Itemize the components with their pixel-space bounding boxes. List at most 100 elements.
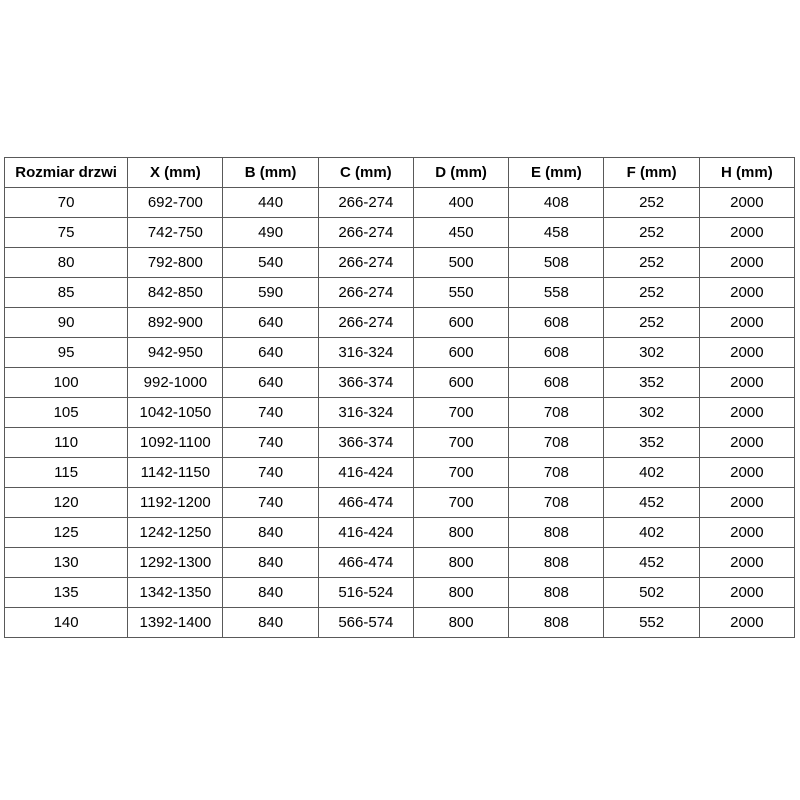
table-cell: 416-424 — [317, 517, 414, 548]
table-row: 100 992-1000 640 366-374 600 608 352 2000 — [3, 367, 796, 398]
table-cell: 466-474 — [317, 487, 414, 518]
table-cell: 740 — [222, 427, 319, 458]
table-cell: 115 — [3, 457, 129, 488]
table-cell: 302 — [603, 337, 700, 368]
table-cell: 105 — [3, 397, 129, 428]
table-cell: 808 — [508, 577, 605, 608]
table-cell: 130 — [3, 547, 129, 578]
table-row: 125 1242-1250 840 416-424 800 808 402 2000 — [3, 517, 796, 548]
table-cell: 1392-1400 — [127, 607, 224, 638]
table-cell: 70 — [3, 187, 129, 218]
table-cell: 252 — [603, 247, 700, 278]
table-cell: 2000 — [698, 457, 796, 488]
table-row: 70 692-700 440 266-274 400 408 252 2000 — [3, 187, 796, 218]
table-cell: 452 — [603, 547, 700, 578]
table-cell: 600 — [412, 367, 510, 398]
table-cell: 352 — [603, 427, 700, 458]
table-cell: 80 — [3, 247, 129, 278]
table-cell: 700 — [412, 427, 510, 458]
table-cell: 1142-1150 — [127, 457, 224, 488]
table-cell: 740 — [222, 457, 319, 488]
table-cell: 2000 — [698, 487, 796, 518]
table-cell: 2000 — [698, 397, 796, 428]
table-cell: 2000 — [698, 217, 796, 248]
table-cell: 1092-1100 — [127, 427, 224, 458]
table-cell: 708 — [508, 487, 605, 518]
table-cell: 840 — [222, 607, 319, 638]
table-cell: 808 — [508, 607, 605, 638]
table-cell: 2000 — [698, 547, 796, 578]
table-body: 70 692-700 440 266-274 400 408 252 2000 75 742-75… — [3, 187, 796, 638]
column-header: X (mm) — [127, 157, 224, 188]
table-cell: 550 — [412, 277, 510, 308]
table-cell: 140 — [3, 607, 129, 638]
table-row: 105 1042-1050 740 316-324 700 708 302 2000 — [3, 397, 796, 428]
table-row: 85 842-850 590 266-274 550 558 252 2000 — [3, 277, 796, 308]
table-cell: 402 — [603, 517, 700, 548]
table-cell: 416-424 — [317, 457, 414, 488]
table-cell: 508 — [508, 247, 605, 278]
table-cell: 266-274 — [317, 187, 414, 218]
table-cell: 608 — [508, 337, 605, 368]
table-cell: 2000 — [698, 247, 796, 278]
table-cell: 540 — [222, 247, 319, 278]
door-size-table: Rozmiar drzwi X (mm) B (mm) C (mm) D (mm) E (… — [3, 157, 796, 638]
table-cell: 700 — [412, 487, 510, 518]
table-cell: 450 — [412, 217, 510, 248]
table-row: 80 792-800 540 266-274 500 508 252 2000 — [3, 247, 796, 278]
table-cell: 708 — [508, 457, 605, 488]
table-cell: 942-950 — [127, 337, 224, 368]
table-cell: 600 — [412, 337, 510, 368]
table-cell: 2000 — [698, 187, 796, 218]
table-cell: 700 — [412, 457, 510, 488]
table-cell: 842-850 — [127, 277, 224, 308]
table-cell: 266-274 — [317, 277, 414, 308]
table-cell: 2000 — [698, 427, 796, 458]
table-cell: 808 — [508, 517, 605, 548]
table-row: 115 1142-1150 740 416-424 700 708 402 2000 — [3, 457, 796, 488]
table-header-row: Rozmiar drzwi X (mm) B (mm) C (mm) D (mm) E (… — [3, 157, 796, 188]
table-cell: 90 — [3, 307, 129, 338]
table-cell: 135 — [3, 577, 129, 608]
table-cell: 266-274 — [317, 247, 414, 278]
column-header: D (mm) — [412, 157, 510, 188]
table-cell: 500 — [412, 247, 510, 278]
table-cell: 800 — [412, 517, 510, 548]
table-cell: 1242-1250 — [127, 517, 224, 548]
table-cell: 840 — [222, 517, 319, 548]
table-cell: 800 — [412, 577, 510, 608]
table-cell: 440 — [222, 187, 319, 218]
table-cell: 366-374 — [317, 427, 414, 458]
table-cell: 2000 — [698, 577, 796, 608]
table-row: 135 1342-1350 840 516-524 800 808 502 2000 — [3, 577, 796, 608]
table-cell: 808 — [508, 547, 605, 578]
table-cell: 608 — [508, 367, 605, 398]
table-cell: 266-274 — [317, 217, 414, 248]
table-cell: 402 — [603, 457, 700, 488]
table-row: 90 892-900 640 266-274 600 608 252 2000 — [3, 307, 796, 338]
table-cell: 700 — [412, 397, 510, 428]
table-cell: 466-474 — [317, 547, 414, 578]
table-cell: 640 — [222, 307, 319, 338]
table-cell: 640 — [222, 337, 319, 368]
table-cell: 458 — [508, 217, 605, 248]
table-cell: 120 — [3, 487, 129, 518]
table-cell: 516-524 — [317, 577, 414, 608]
table-cell: 800 — [412, 607, 510, 638]
table-cell: 490 — [222, 217, 319, 248]
table-cell: 1342-1350 — [127, 577, 224, 608]
table-cell: 95 — [3, 337, 129, 368]
table-cell: 552 — [603, 607, 700, 638]
table-cell: 252 — [603, 307, 700, 338]
column-header: F (mm) — [603, 157, 700, 188]
table-cell: 502 — [603, 577, 700, 608]
table-cell: 740 — [222, 397, 319, 428]
table-cell: 252 — [603, 277, 700, 308]
table-row: 110 1092-1100 740 366-374 700 708 352 2000 — [3, 427, 796, 458]
table-cell: 566-574 — [317, 607, 414, 638]
table-cell: 792-800 — [127, 247, 224, 278]
table-cell: 302 — [603, 397, 700, 428]
table-cell: 558 — [508, 277, 605, 308]
table-cell: 352 — [603, 367, 700, 398]
